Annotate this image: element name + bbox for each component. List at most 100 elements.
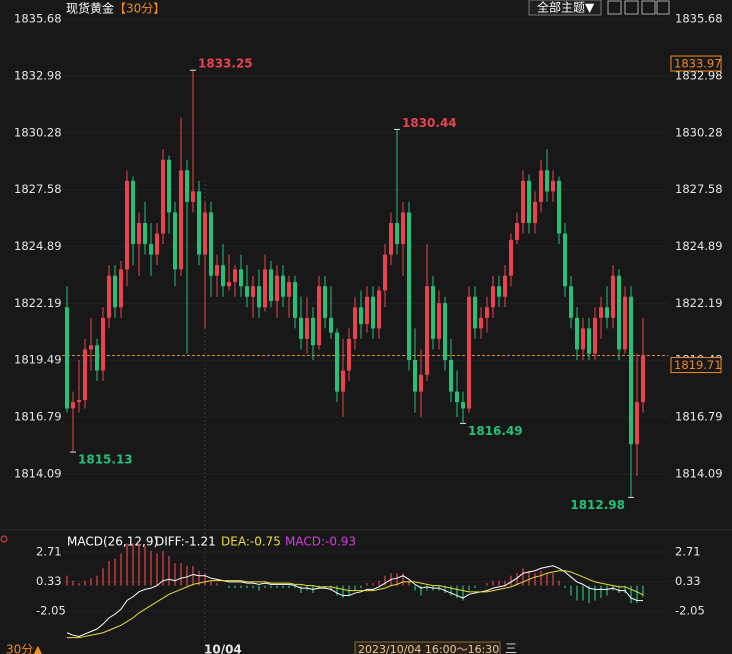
macd-tick-label-right: 2.71 <box>675 545 701 559</box>
candle-body <box>575 317 579 350</box>
candle-body <box>527 180 531 224</box>
candle-body <box>539 170 543 202</box>
period-label: 【30分】 <box>114 2 165 16</box>
candle-body <box>443 303 447 360</box>
y-tick-label-right: 1830.28 <box>675 125 723 139</box>
candle-body <box>233 269 237 283</box>
date-label: 10/04 <box>204 643 242 654</box>
candle-body <box>287 282 291 297</box>
candle-body <box>503 275 507 297</box>
candle-body <box>167 159 171 213</box>
candle-body <box>581 328 585 350</box>
candle-body <box>137 223 141 245</box>
candle-body <box>587 328 591 354</box>
macd-label: MACD(26,12,9) <box>67 535 158 549</box>
candle-body <box>461 402 465 409</box>
period-switch[interactable]: 30分▲ <box>6 643 43 654</box>
candle-body <box>155 233 159 255</box>
candle-body <box>143 223 147 245</box>
y-tick-label-right: 1824.89 <box>675 239 723 253</box>
y-tick-label-right: 1816.79 <box>675 410 723 424</box>
tool-icon[interactable] <box>624 0 639 15</box>
high-label: 1833.25 <box>198 57 253 71</box>
last-price-tag: 1819.71 <box>674 358 722 372</box>
candle-body <box>263 269 267 308</box>
y-tick-label: 1816.79 <box>14 410 62 424</box>
theme-button-box[interactable] <box>528 0 602 16</box>
dea-line <box>67 570 644 639</box>
y-tick-label-right: 1827.58 <box>675 182 723 196</box>
candle-body <box>227 282 231 287</box>
candle-body <box>569 286 573 318</box>
y-tick-label: 1835.68 <box>14 12 62 26</box>
tool-icon[interactable] <box>641 0 656 15</box>
toolbar-icons <box>607 0 670 15</box>
candle-body <box>455 391 459 403</box>
candle-body <box>383 254 387 291</box>
candle-body <box>545 170 549 192</box>
cursor-time: 2023/10/04 16:00～16:30 <box>358 643 499 654</box>
candle-body <box>485 307 489 318</box>
macd-tick-label-right: 0.33 <box>675 574 701 588</box>
candle-body <box>365 296 369 325</box>
candle-body <box>209 212 213 276</box>
candle-body <box>311 317 315 346</box>
y-tick-label: 1819.49 <box>14 353 62 367</box>
candle-body <box>191 191 195 202</box>
candle-body <box>467 296 471 409</box>
candle-body <box>395 223 399 245</box>
candle-body <box>605 307 609 318</box>
candle-body <box>113 275 117 308</box>
candle-body <box>305 317 309 339</box>
candle-body <box>497 286 501 297</box>
y-tick-label-right: 1832.98 <box>675 68 723 82</box>
candle-body <box>77 400 81 403</box>
candle-body <box>623 296 627 350</box>
candle-body <box>593 317 597 354</box>
candle-body <box>641 355 645 403</box>
last-price-tag-box <box>670 357 722 374</box>
candle-body <box>437 303 441 339</box>
dea-label: DEA:-0.75 <box>221 535 281 549</box>
y-tick-label: 1832.98 <box>14 68 62 82</box>
candle-body <box>563 233 567 287</box>
candle-body <box>215 265 219 276</box>
tool-icon[interactable] <box>607 0 622 15</box>
candle-body <box>251 286 255 297</box>
y-tick-label: 1830.28 <box>14 125 62 139</box>
low-label: 1816.49 <box>468 424 523 438</box>
candle-body <box>377 290 381 329</box>
candle-body <box>119 269 123 308</box>
menu-icon[interactable]: 三 <box>505 642 517 654</box>
tool-icon[interactable] <box>656 0 670 15</box>
candle-body <box>95 345 99 371</box>
candle-body <box>65 307 69 409</box>
macd-tick-label: 0.33 <box>36 574 62 588</box>
candle-body <box>125 180 129 270</box>
candle-body <box>407 212 411 360</box>
macd-tick-label-right: -2.05 <box>675 604 705 618</box>
candle-body <box>599 307 603 318</box>
theme-button[interactable]: 全部主题▼ <box>537 0 595 15</box>
candle-body <box>161 159 165 234</box>
price-tag: 1833.97 <box>674 57 722 71</box>
candle-body <box>359 307 363 325</box>
candle-body <box>449 359 453 392</box>
indicator-icon[interactable] <box>0 535 8 543</box>
low-label: 1812.98 <box>570 498 625 512</box>
price-tag-box <box>670 55 722 72</box>
y-tick-label: 1822.19 <box>14 296 62 310</box>
candle-body <box>509 239 513 276</box>
candle-body <box>149 244 153 255</box>
candle-body <box>491 286 495 308</box>
high-label: 1830.44 <box>402 116 457 130</box>
candle-body <box>203 212 207 255</box>
low-label: 1815.13 <box>78 453 133 467</box>
candle-body <box>635 402 639 445</box>
candle-body <box>617 275 621 350</box>
candle-body <box>299 317 303 339</box>
y-tick-label-right: 1814.09 <box>675 466 723 480</box>
candle-body <box>347 338 351 371</box>
candle-body <box>257 286 261 308</box>
